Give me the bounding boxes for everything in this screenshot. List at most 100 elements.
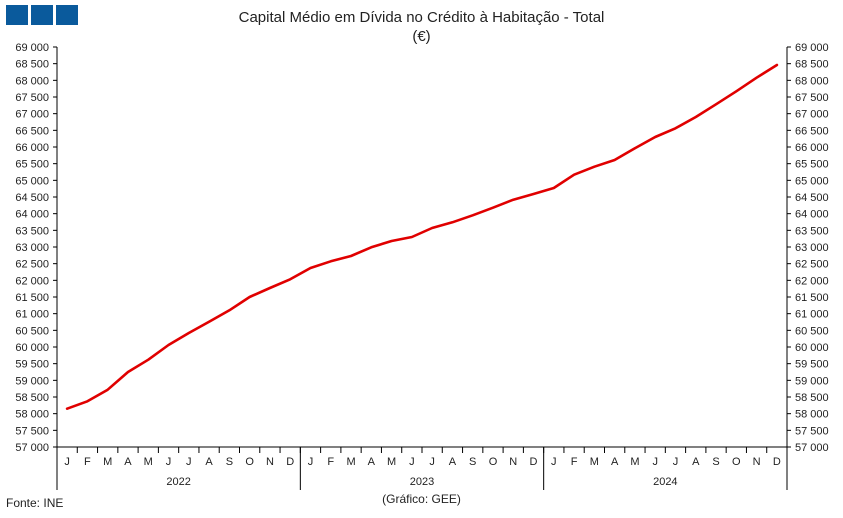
y-tick-label-left: 65 000 — [15, 175, 49, 187]
x-year-label: 2023 — [410, 476, 434, 488]
logo-square — [56, 5, 78, 25]
y-tick-label-right: 68 500 — [795, 59, 829, 71]
series-line — [65, 63, 779, 411]
y-tick-label-right: 58 000 — [795, 409, 829, 421]
x-month-label: M — [103, 456, 112, 468]
x-month-label: N — [753, 456, 761, 468]
y-tick-label-left: 58 000 — [15, 409, 49, 421]
y-tick-label-right: 58 500 — [795, 392, 829, 404]
axes: 57 000 57 000 57 500 57 500 58 000 58 000 58 5… — [15, 42, 829, 490]
y-tick-label-left: 67 000 — [15, 109, 49, 121]
y-tick-label-right: 57 500 — [795, 425, 829, 437]
y-tick-label-left: 62 500 — [15, 259, 49, 271]
y-tick-label-right: 57 000 — [795, 442, 829, 454]
y-tick-label-right: 68 000 — [795, 75, 829, 87]
x-month-label: D — [773, 456, 781, 468]
x-month-label: J — [166, 456, 172, 468]
x-month-label: A — [611, 456, 619, 468]
x-month-label: S — [226, 456, 233, 468]
y-tick-label-left: 64 000 — [15, 209, 49, 221]
x-month-label: M — [590, 456, 599, 468]
x-year-label: 2024 — [653, 476, 677, 488]
y-tick-label-right: 62 500 — [795, 259, 829, 271]
y-tick-label-right: 65 500 — [795, 159, 829, 171]
y-tick-label-right: 69 000 — [795, 42, 829, 54]
x-month-label: J — [186, 456, 192, 468]
x-month-label: M — [144, 456, 153, 468]
y-tick-label-right: 66 000 — [795, 142, 829, 154]
x-month-label: O — [245, 456, 254, 468]
y-tick-label-right: 64 000 — [795, 209, 829, 221]
y-tick-label-left: 61 500 — [15, 292, 49, 304]
y-tick-label-left: 59 000 — [15, 375, 49, 387]
y-tick-label-left: 57 000 — [15, 442, 49, 454]
y-tick-label-right: 59 000 — [795, 375, 829, 387]
y-tick-label-left: 65 500 — [15, 159, 49, 171]
y-tick-label-right: 63 000 — [795, 242, 829, 254]
x-month-label: J — [551, 456, 557, 468]
x-month-label: A — [205, 456, 213, 468]
y-tick-label-left: 64 500 — [15, 192, 49, 204]
series-layer — [65, 63, 779, 411]
y-tick-label-right: 66 500 — [795, 125, 829, 137]
y-tick-label-left: 63 000 — [15, 242, 49, 254]
y-tick-label-right: 67 500 — [795, 92, 829, 104]
x-month-label: A — [368, 456, 376, 468]
x-month-label: F — [327, 456, 334, 468]
y-tick-label-right: 61 000 — [795, 309, 829, 321]
x-month-label: J — [64, 456, 70, 468]
x-month-label: M — [387, 456, 396, 468]
y-tick-label-left: 61 000 — [15, 309, 49, 321]
y-tick-label-right: 65 000 — [795, 175, 829, 187]
chart-title: Capital Médio em Dívida no Crédito à Hab… — [238, 9, 605, 26]
x-month-label: N — [266, 456, 274, 468]
y-tick-label-left: 60 000 — [15, 342, 49, 354]
y-tick-label-left: 57 500 — [15, 425, 49, 437]
y-tick-label-left: 69 000 — [15, 42, 49, 54]
x-month-label: A — [449, 456, 457, 468]
logo-square — [31, 5, 53, 25]
x-month-label: M — [630, 456, 639, 468]
y-tick-label-right: 60 000 — [795, 342, 829, 354]
chart-unit: (€) — [412, 28, 431, 45]
x-month-label: A — [124, 456, 132, 468]
x-month-label: F — [571, 456, 578, 468]
x-month-label: J — [652, 456, 658, 468]
y-tick-label-right: 60 500 — [795, 325, 829, 337]
y-tick-label-right: 67 000 — [795, 109, 829, 121]
y-tick-label-right: 61 500 — [795, 292, 829, 304]
y-tick-label-right: 62 000 — [795, 275, 829, 287]
x-month-label: D — [286, 456, 294, 468]
x-month-label: S — [712, 456, 719, 468]
logo-square — [6, 5, 28, 25]
x-month-label: M — [346, 456, 355, 468]
x-month-label: F — [84, 456, 91, 468]
y-tick-label-right: 59 500 — [795, 359, 829, 371]
x-month-label: J — [429, 456, 435, 468]
x-month-label: O — [732, 456, 741, 468]
y-tick-label-left: 67 500 — [15, 92, 49, 104]
x-month-label: N — [509, 456, 517, 468]
x-month-label: S — [469, 456, 476, 468]
source-note: Fonte: INE — [6, 496, 64, 510]
x-month-label: D — [530, 456, 538, 468]
y-tick-label-left: 66 000 — [15, 142, 49, 154]
y-tick-label-left: 68 500 — [15, 59, 49, 71]
y-tick-label-right: 64 500 — [795, 192, 829, 204]
x-month-label: A — [692, 456, 700, 468]
y-tick-label-left: 68 000 — [15, 75, 49, 87]
x-year-label: 2022 — [166, 476, 190, 488]
y-tick-label-left: 66 500 — [15, 125, 49, 137]
x-month-label: J — [673, 456, 679, 468]
y-tick-label-left: 59 500 — [15, 359, 49, 371]
y-tick-label-right: 63 500 — [795, 225, 829, 237]
y-tick-label-left: 60 500 — [15, 325, 49, 337]
x-month-label: O — [489, 456, 498, 468]
y-tick-label-left: 63 500 — [15, 225, 49, 237]
y-tick-label-left: 58 500 — [15, 392, 49, 404]
chart-credit: (Gráfico: GEE) — [382, 492, 461, 506]
x-month-label: J — [308, 456, 314, 468]
x-month-label: J — [409, 456, 415, 468]
ine-logo — [6, 5, 78, 25]
